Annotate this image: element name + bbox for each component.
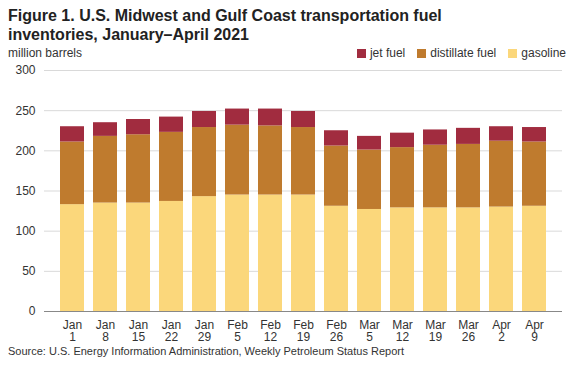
html-text:distillate fuel: distillate fuel (430, 46, 497, 60)
svg-text:Jan8: Jan8 (96, 318, 115, 344)
svg-text:300: 300 (15, 63, 35, 77)
svg-text:Feb5: Feb5 (227, 318, 248, 344)
svg-text:200: 200 (15, 144, 35, 158)
html-text:jet fuel: jet fuel (369, 46, 406, 60)
html-text:Source: U.S. Energy Informatio: Source: U.S. Energy Information Administ… (8, 345, 404, 357)
svg-text:Apr9: Apr9 (525, 318, 544, 344)
svg-text:Mar26: Mar26 (458, 318, 479, 344)
svg-text:Mar12: Mar12 (392, 318, 413, 344)
html-text:Figure 1. U.S. Midwest and Gul: Figure 1. U.S. Midwest and Gulf Coast tr… (8, 7, 442, 43)
svg-text:Jan29: Jan29 (195, 318, 214, 344)
svg-text:Mar19: Mar19 (425, 318, 446, 344)
svg-text:Mar5: Mar5 (359, 318, 380, 344)
svg-text:250: 250 (15, 104, 35, 118)
svg-text:Feb12: Feb12 (260, 318, 281, 344)
svg-text:100: 100 (15, 224, 35, 238)
svg-text:Jan22: Jan22 (162, 318, 181, 344)
svg-text:150: 150 (15, 184, 35, 198)
svg-text:50: 50 (22, 264, 36, 278)
svg-text:Apr2: Apr2 (492, 318, 511, 344)
svg-text:0: 0 (29, 304, 36, 318)
svg-text:Jan15: Jan15 (129, 318, 148, 344)
html-text:gasoline: gasoline (521, 46, 566, 60)
svg-text:Feb19: Feb19 (293, 318, 314, 344)
html-text:million barrels: million barrels (8, 46, 82, 60)
svg-text:Jan1: Jan1 (63, 318, 82, 344)
svg-text:Feb26: Feb26 (326, 318, 347, 344)
